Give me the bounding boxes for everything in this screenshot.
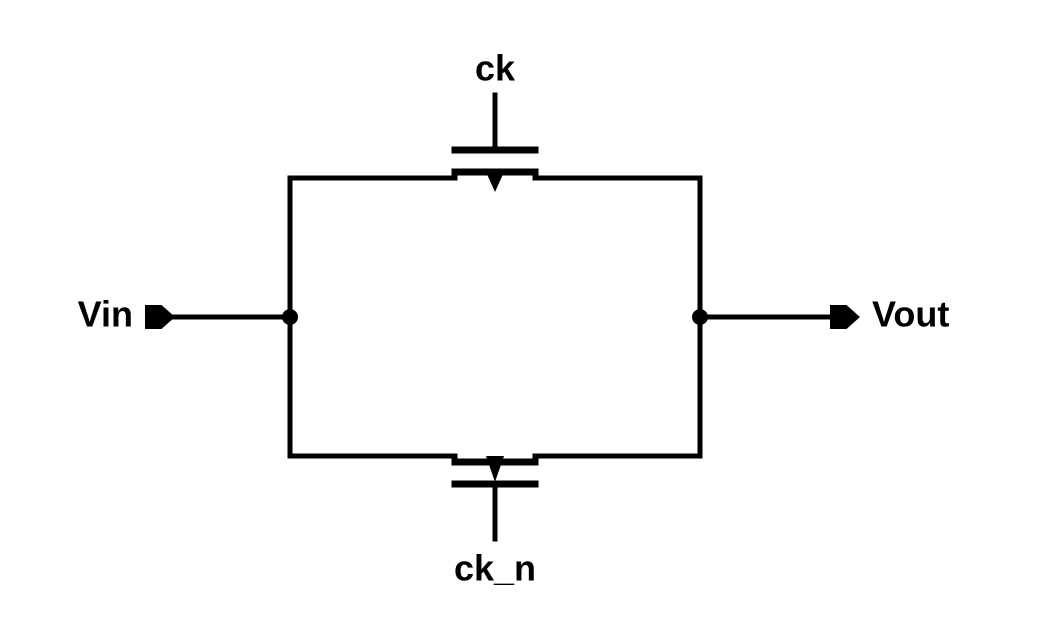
transmission-gate-schematic: Vin Vout ck ck_n (0, 0, 1045, 634)
vout-label: Vout (872, 294, 949, 335)
vin-label: Vin (78, 294, 133, 335)
vout-terminal (830, 305, 860, 329)
vin-node (282, 309, 298, 325)
vout-node (692, 309, 708, 325)
vin-terminal (145, 305, 175, 329)
pmos-arrow (486, 456, 504, 482)
ckn-label: ck_n (454, 548, 536, 589)
ck-label: ck (475, 48, 516, 89)
nmos-arrow (486, 172, 504, 192)
